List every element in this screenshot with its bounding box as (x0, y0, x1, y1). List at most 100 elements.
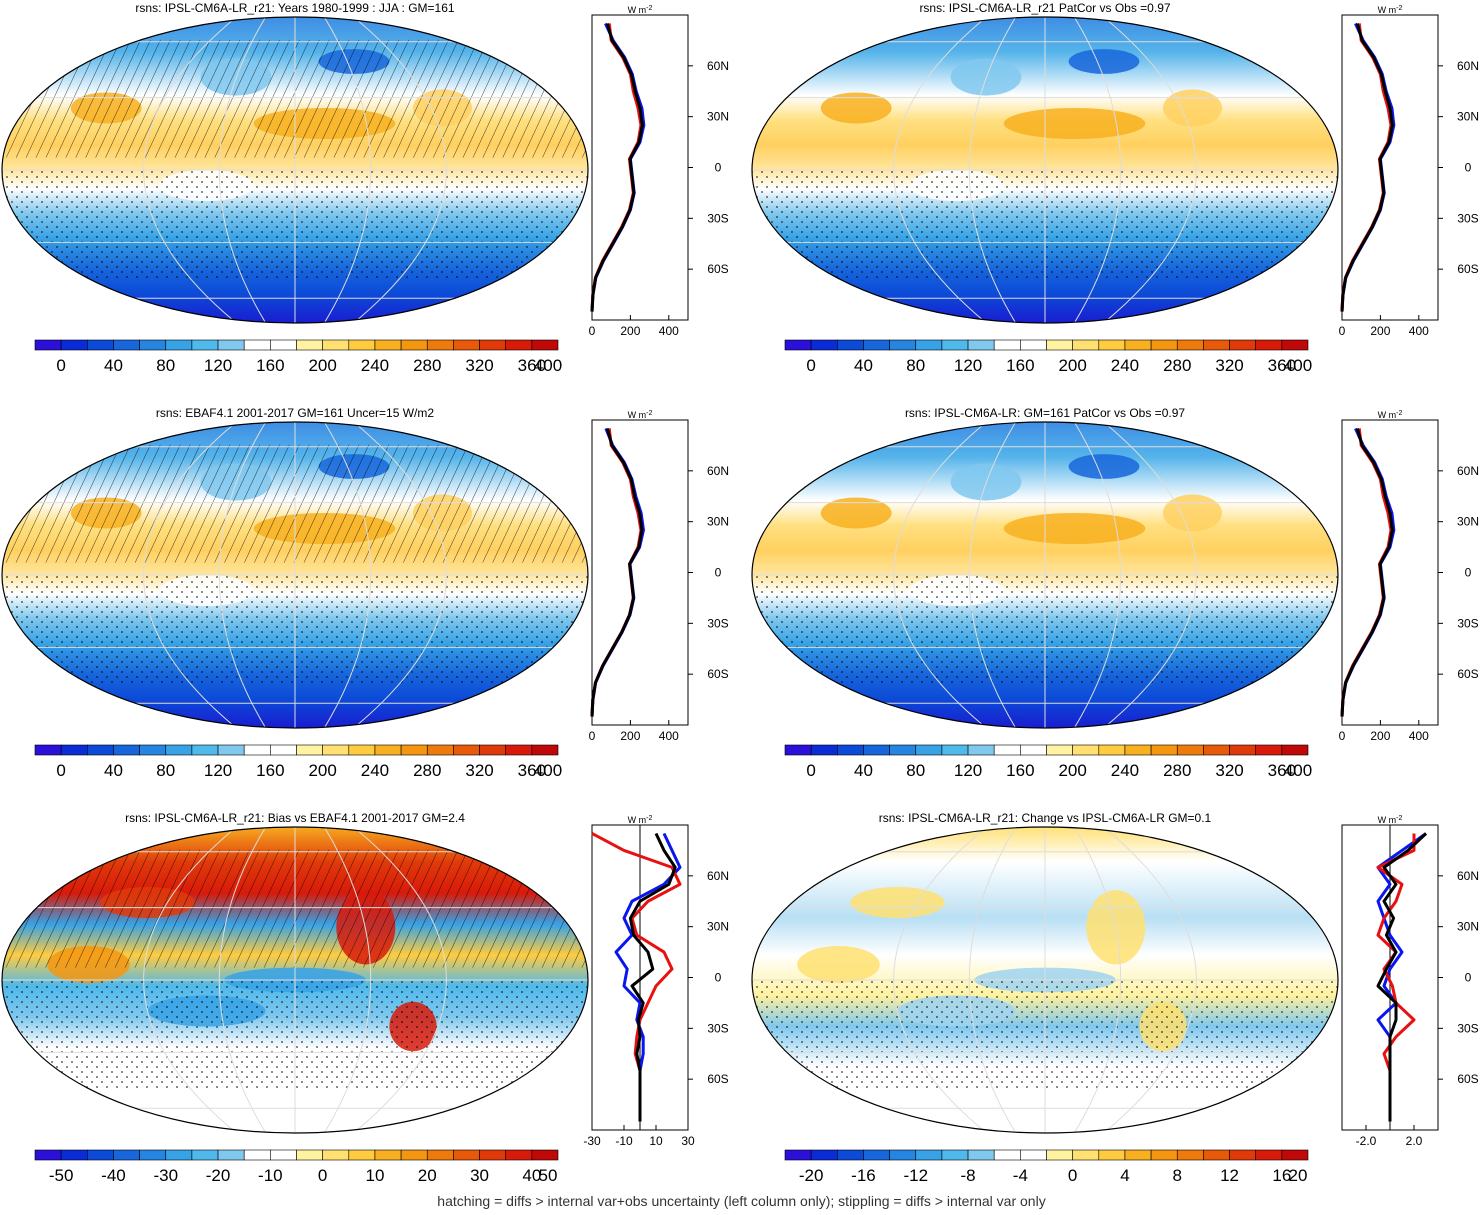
colorbar-box (453, 339, 480, 351)
colorbar-box (348, 1149, 376, 1161)
colorbar-label: 320 (1215, 356, 1243, 375)
colorbar-box (993, 1149, 1021, 1161)
colorbar-box (400, 339, 428, 351)
colorbar-label: 8 (1173, 1166, 1182, 1185)
map-border (1, 16, 589, 324)
panel-title: rsns: EBAF4.1 2001-2017 GM=161 Uncer=15 … (156, 406, 434, 420)
colorbar-box (400, 1149, 428, 1161)
lat-tick-label: 60N (707, 464, 729, 478)
profile-tick-label: 400 (1409, 324, 1429, 338)
colorbar-label: 160 (1006, 356, 1034, 375)
map-field (2, 422, 588, 728)
map-field (752, 827, 1338, 1133)
colorbar-box (941, 339, 969, 351)
lat-tick-label: 30S (1457, 616, 1478, 630)
profile-unit: W m-2 (1378, 5, 1403, 15)
panel-title: rsns: IPSL-CM6A-LR_r21: Bias vs EBAF4.1 … (125, 811, 465, 825)
lat-tick-label: 30S (707, 616, 728, 630)
colorbar-label: 80 (906, 356, 925, 375)
colorbar-box (1176, 744, 1204, 756)
colorbar-box (191, 744, 219, 756)
colorbar-label: 40 (522, 1166, 541, 1185)
colorbar-label: -16 (851, 1166, 876, 1185)
zonal-profile-frame (591, 14, 689, 321)
colorbar-box (87, 1149, 114, 1161)
colorbar-box (810, 744, 838, 756)
panel-4: rsns: IPSL-CM6A-LR: GM=161 PatCor vs Obs… (751, 406, 1479, 780)
lat-tick-label: 60N (707, 869, 729, 883)
colorbar-box (1203, 744, 1230, 756)
colorbar-label: 16 (1272, 1166, 1291, 1185)
colorbar-label: -4 (1013, 1166, 1028, 1185)
lat-tick-label: 30N (1457, 110, 1479, 124)
colorbar-box (113, 744, 140, 756)
colorbar-box (505, 339, 533, 351)
profile-tick-label: 400 (659, 729, 679, 743)
lat-tick-label: 60N (1457, 869, 1479, 883)
map-field (2, 17, 588, 323)
colorbar-label: 80 (156, 761, 175, 780)
map-field (752, 422, 1338, 728)
colorbar-box (836, 1149, 864, 1161)
colorbar-box (165, 1149, 193, 1161)
colorbar-label: 0 (806, 761, 815, 780)
colorbar-box (1176, 1149, 1204, 1161)
colorbar-box (915, 744, 943, 756)
lat-tick-label: 30S (1457, 211, 1478, 225)
profile-tick-label: 400 (1409, 729, 1429, 743)
colorbar-box (1046, 1149, 1073, 1161)
colorbar-box (915, 1149, 943, 1161)
colorbar-box (1020, 339, 1047, 351)
profile-tick-label: 200 (1370, 729, 1390, 743)
colorbar-label: 160 (1006, 761, 1034, 780)
colorbar-box (139, 339, 167, 351)
zonal-profile-line (1340, 23, 1394, 312)
colorbar-label: 200 (1058, 761, 1086, 780)
colorbar-box (863, 339, 890, 351)
colorbar-label: 240 (1111, 761, 1139, 780)
lat-tick-label: 0 (715, 161, 722, 175)
colorbar-box (1203, 339, 1230, 351)
colorbar-box (453, 744, 480, 756)
lat-tick-label: 30S (1457, 1021, 1478, 1035)
lat-tick-label: 60S (1457, 667, 1478, 681)
profile-tick-label: 30 (681, 1134, 695, 1148)
colorbar-label: -50 (49, 1166, 74, 1185)
colorbar-box (426, 744, 454, 756)
colorbar-box (941, 1149, 969, 1161)
zonal-profile-line (590, 428, 644, 717)
colorbar-box (479, 1149, 506, 1161)
colorbar-box (374, 1149, 402, 1161)
colorbar-box (1098, 339, 1126, 351)
colorbar-box (217, 1149, 245, 1161)
colorbar-label: -30 (153, 1166, 178, 1185)
colorbar-box (1255, 744, 1283, 756)
colorbar-box (34, 744, 62, 756)
colorbar-box (1124, 744, 1152, 756)
colorbar-label: 320 (465, 761, 493, 780)
colorbar-label: 20 (1289, 1166, 1308, 1185)
map-border (751, 421, 1339, 729)
colorbar-label: 0 (318, 1166, 327, 1185)
colorbar-box (113, 339, 140, 351)
colorbar-box (191, 339, 219, 351)
lat-tick-label: 60N (1457, 464, 1479, 478)
lat-tick-label: 60S (707, 1072, 728, 1086)
colorbar-box (243, 744, 271, 756)
colorbar-box (348, 744, 376, 756)
colorbar-box (322, 339, 350, 351)
colorbar-label: 280 (1163, 761, 1191, 780)
colorbar-box (374, 744, 402, 756)
colorbar-box (531, 744, 559, 756)
colorbar-label: 40 (104, 356, 123, 375)
colorbar-label: 120 (204, 761, 232, 780)
colorbar-label: 40 (854, 356, 873, 375)
colorbar-label: 200 (1058, 356, 1086, 375)
colorbar-box (889, 744, 917, 756)
colorbar-box (348, 339, 376, 351)
colorbar-label: -20 (799, 1166, 824, 1185)
colorbar-label: 30 (470, 1166, 489, 1185)
colorbar-label: 360 (1268, 356, 1296, 375)
colorbar-box (1150, 1149, 1178, 1161)
